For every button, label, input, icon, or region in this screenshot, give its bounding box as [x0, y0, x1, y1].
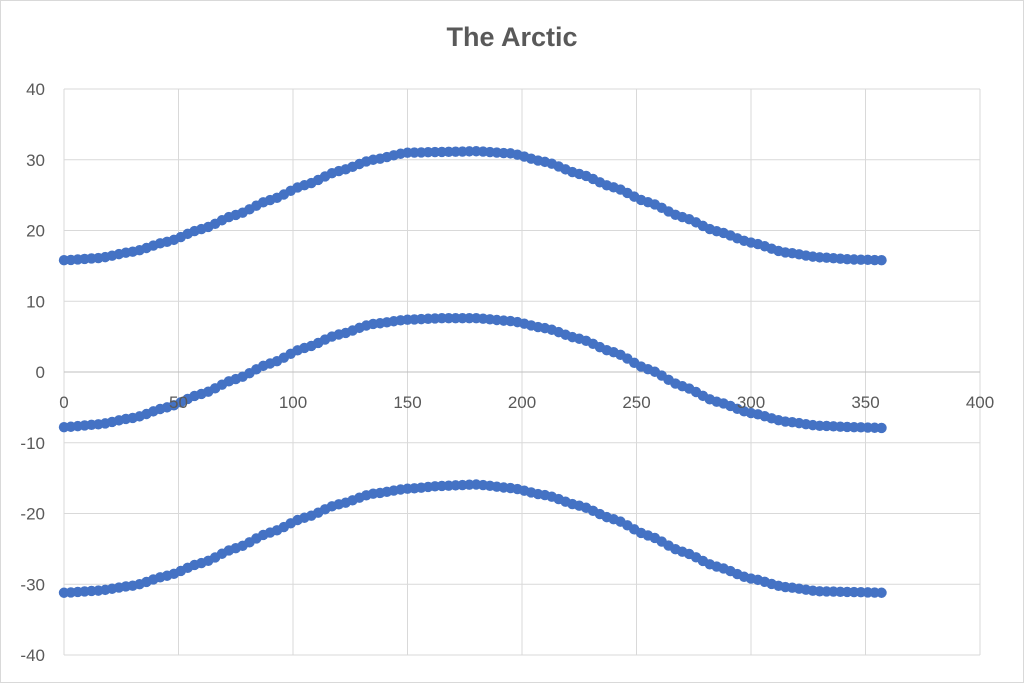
x-tick-label: 250 — [622, 393, 650, 412]
y-tick-label: 30 — [26, 151, 45, 170]
data-point — [876, 587, 887, 598]
y-tick-label: -20 — [20, 505, 45, 524]
y-tick-label: -10 — [20, 434, 45, 453]
x-tick-label: 100 — [279, 393, 307, 412]
x-tick-label: 400 — [966, 393, 994, 412]
y-tick-label: 20 — [26, 222, 45, 241]
gridlines — [63, 88, 981, 656]
x-tick-label: 50 — [169, 393, 188, 412]
x-tick-label: 300 — [737, 393, 765, 412]
y-tick-label: 40 — [26, 80, 45, 99]
x-tick-label: 150 — [393, 393, 421, 412]
x-tick-label: 0 — [59, 393, 68, 412]
data-point — [876, 255, 887, 266]
x-tick-label: 350 — [851, 393, 879, 412]
x-tick-label: 200 — [508, 393, 536, 412]
x-tick-labels: 0 50 100 150 200 250 300 350 400 — [59, 393, 994, 412]
data-points — [58, 146, 887, 598]
data-point — [876, 422, 887, 434]
y-tick-label: 0 — [36, 363, 45, 382]
chart-title: The Arctic — [446, 22, 578, 52]
y-tick-labels: 40 30 20 10 0 -10 -20 -30 -40 — [20, 80, 45, 665]
y-tick-label: 10 — [26, 292, 45, 311]
y-tick-label: -40 — [20, 646, 45, 665]
y-tick-label: -30 — [20, 575, 45, 594]
